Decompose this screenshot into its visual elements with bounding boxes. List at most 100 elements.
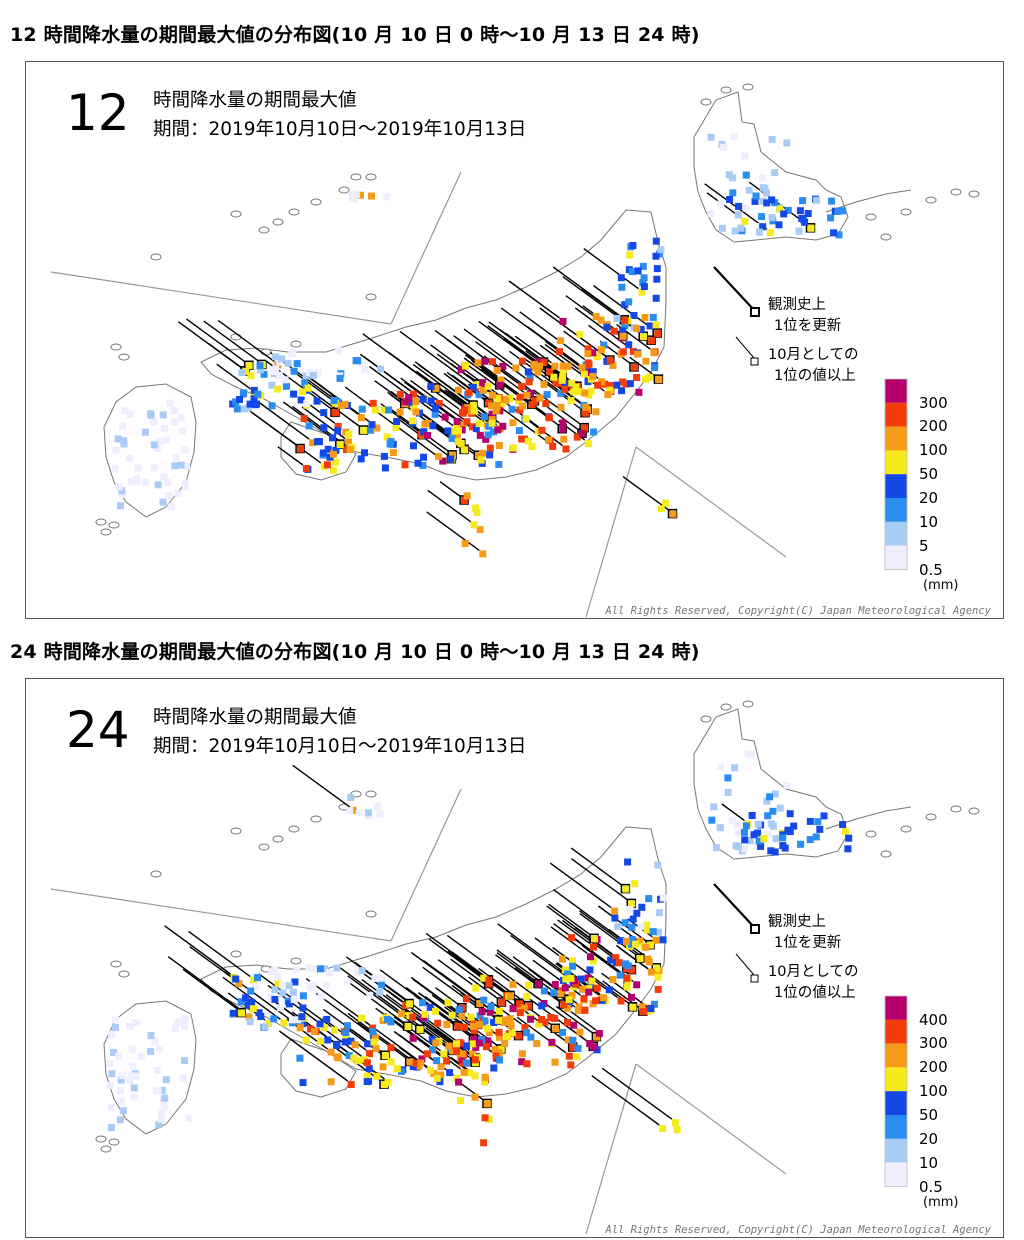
station-marker (370, 1038, 378, 1046)
station-marker (321, 965, 328, 973)
station-marker (237, 998, 245, 1006)
station-marker (538, 426, 546, 434)
map2-canvas (50, 700, 980, 1235)
station-marker (389, 449, 397, 457)
station-marker (551, 1058, 559, 1066)
station-marker (280, 1019, 288, 1027)
station-marker (160, 1103, 168, 1111)
station-marker (369, 1024, 377, 1032)
legend-color-cell (885, 450, 907, 475)
station-marker (593, 353, 601, 361)
station-marker (380, 406, 388, 414)
record-month-label-line2: 1位の値以上 (774, 985, 856, 1001)
station-marker (233, 405, 241, 413)
station-marker (769, 807, 777, 815)
station-marker (585, 391, 593, 399)
station-marker (639, 262, 647, 270)
record-stick (427, 489, 478, 527)
boundary-line (585, 446, 637, 618)
station-marker (481, 1073, 489, 1081)
station-marker (272, 353, 280, 361)
station-marker (508, 405, 516, 413)
station-marker (480, 386, 488, 394)
record-stick (177, 321, 248, 373)
station-marker (238, 1009, 245, 1017)
legend-color-cell (885, 1138, 907, 1163)
station-marker (311, 1027, 318, 1035)
station-marker (515, 397, 523, 405)
station-marker (483, 1043, 490, 1051)
map2-title: 時間降水量の期間最大値 (153, 707, 357, 728)
map2-panel: 24 時間降水量の期間最大値 期間：2019年10月10日～2019年10月13… (25, 678, 1004, 1238)
station-marker (527, 389, 535, 397)
station-marker (357, 414, 365, 422)
station-marker (320, 409, 328, 417)
station-marker (373, 1072, 381, 1080)
station-marker (607, 956, 615, 964)
station-marker (336, 374, 344, 382)
station-marker (244, 1001, 252, 1009)
legend-value-3: 200 (919, 1058, 948, 1076)
station-marker (147, 1047, 155, 1055)
legend-record-all-box (750, 924, 760, 934)
station-marker (651, 1000, 658, 1008)
station-marker (177, 461, 185, 469)
station-marker (344, 1022, 351, 1030)
station-marker (132, 1019, 140, 1027)
station-marker (633, 909, 641, 917)
station-marker (142, 478, 150, 486)
record-stick (570, 1011, 597, 1031)
station-marker (497, 376, 505, 384)
record-stick (546, 406, 580, 431)
station-marker (298, 1013, 306, 1021)
station-marker (447, 455, 455, 463)
legend-value-1: 400 (919, 1011, 948, 1029)
station-marker (404, 1023, 412, 1031)
station-marker (783, 781, 791, 789)
station-marker (671, 1119, 679, 1127)
boundary-line (390, 788, 462, 942)
station-marker (755, 837, 763, 845)
station-marker (426, 1003, 434, 1011)
record-stick (591, 1075, 660, 1126)
legend-color-cell (885, 474, 907, 498)
station-marker (299, 388, 307, 396)
station-marker (550, 373, 558, 381)
station-marker (606, 386, 614, 394)
station-marker (527, 1033, 535, 1041)
record-stick (583, 248, 639, 290)
station-marker (478, 1036, 486, 1044)
station-marker (492, 407, 500, 415)
station-marker (573, 1053, 581, 1061)
station-marker (586, 1040, 594, 1048)
station-marker (655, 928, 662, 936)
station-marker (342, 446, 350, 454)
station-marker (771, 790, 779, 798)
station-marker (435, 452, 443, 460)
station-marker (431, 410, 439, 418)
station-marker (309, 439, 317, 447)
station-marker (629, 1003, 637, 1011)
legend-value-8: 0.5 (919, 1178, 943, 1196)
station-marker (172, 1025, 179, 1033)
small-island (365, 790, 377, 798)
station-marker (641, 314, 649, 321)
record-stick (414, 361, 471, 403)
station-marker (317, 992, 325, 1000)
station-marker (484, 431, 492, 439)
boundary-line (50, 271, 392, 325)
station-marker (542, 400, 550, 407)
station-marker (367, 426, 374, 434)
station-marker (790, 822, 798, 830)
station-marker (626, 251, 634, 259)
boundary-line (390, 171, 462, 325)
station-marker (767, 847, 775, 855)
station-marker (562, 445, 570, 453)
station-marker (816, 825, 824, 833)
station-marker (735, 202, 743, 210)
record-stick (475, 341, 527, 379)
station-marker (776, 804, 784, 812)
station-marker (656, 250, 664, 258)
station-marker (628, 940, 635, 948)
station-marker (314, 369, 322, 376)
